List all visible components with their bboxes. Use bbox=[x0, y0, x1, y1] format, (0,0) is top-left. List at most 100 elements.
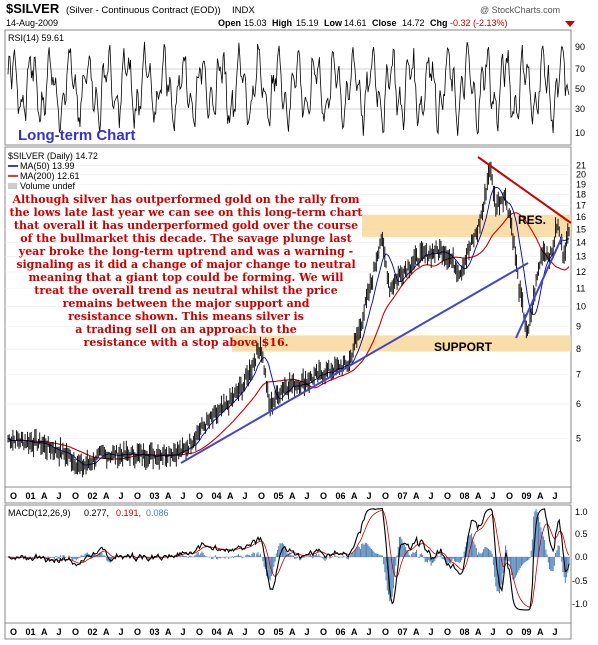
x-axis-label: A bbox=[165, 627, 172, 637]
x-axis-label: J bbox=[243, 627, 248, 637]
macd-tick: 0.5 bbox=[575, 529, 588, 539]
header-date: 14-Aug-2009 bbox=[6, 18, 58, 28]
x-axis-label: A bbox=[165, 491, 172, 501]
macd-tick: 0.0 bbox=[575, 552, 588, 562]
legend-volume: Volume undef bbox=[20, 181, 76, 191]
x-axis-label: O bbox=[382, 627, 389, 637]
price-tick-label: 14 bbox=[576, 238, 586, 248]
x-axis-labels-bottom: O 01 A J O 02 A J O 03 A J O 04 A J O 05 A J O 06 A J O 07 A J O 08 A J… bbox=[10, 627, 558, 637]
downtrend-resistance-line bbox=[477, 156, 572, 224]
header-exchange: INDX bbox=[232, 5, 255, 16]
price-tick-label: 11 bbox=[576, 283, 585, 293]
x-axis-label: J bbox=[429, 627, 434, 637]
x-axis-label: O bbox=[72, 627, 79, 637]
chg-label: Chg bbox=[430, 18, 448, 28]
x-axis-label: J bbox=[553, 491, 558, 501]
legend-ma200: MA(200) 12.61 bbox=[20, 171, 80, 181]
price-tick-label: 10 bbox=[576, 302, 586, 312]
x-axis-label: A bbox=[475, 627, 482, 637]
price-tick-label: 7 bbox=[576, 370, 581, 380]
price-tick-label: 18 bbox=[576, 190, 586, 200]
rsi-tick-50: 50 bbox=[575, 84, 585, 94]
x-axis-label: A bbox=[289, 491, 296, 501]
main-legend: $SILVER (Daily) 14.72 MA(50) 13.99 MA(20… bbox=[8, 151, 98, 191]
x-axis-label: O bbox=[10, 627, 17, 637]
x-axis-label: A bbox=[289, 627, 296, 637]
macd-line bbox=[7, 508, 570, 611]
x-axis-label: 08 bbox=[460, 491, 470, 501]
rsi-tick-90: 90 bbox=[575, 42, 585, 52]
resistance-band bbox=[362, 214, 571, 238]
header-description: (Silver - Continuous Contract (EOD)) bbox=[66, 5, 221, 16]
x-axis-label: J bbox=[57, 627, 62, 637]
macd-panel-frame bbox=[4, 504, 572, 624]
commentary-line: resistance with a stop above $16. bbox=[84, 336, 289, 349]
x-axis-label: 02 bbox=[88, 491, 98, 501]
macd-signal-value: 0.191, bbox=[116, 508, 141, 518]
x-axis-label: A bbox=[227, 491, 234, 501]
low-value: 14.61 bbox=[344, 18, 367, 28]
x-axis-label: O bbox=[72, 491, 79, 501]
x-axis-label: A bbox=[41, 491, 48, 501]
commentary-line: that overall it has underperformed gold … bbox=[14, 219, 358, 232]
x-axis-label: O bbox=[134, 627, 141, 637]
x-axis-label: J bbox=[491, 627, 496, 637]
x-axis-label: A bbox=[351, 627, 358, 637]
x-axis-label: J bbox=[119, 491, 124, 501]
x-axis-label: O bbox=[258, 627, 265, 637]
rsi-tick-70: 70 bbox=[575, 64, 585, 74]
x-axis-label: 02 bbox=[88, 627, 98, 637]
price-tick-label: 20 bbox=[576, 170, 586, 180]
macd-tick: -0.5 bbox=[572, 576, 588, 586]
x-axis-label: A bbox=[475, 491, 482, 501]
x-axis-label: 04 bbox=[212, 627, 222, 637]
header-watermark: @ StockCharts.com bbox=[480, 5, 560, 15]
legend-price: $SILVER (Daily) 14.72 bbox=[8, 151, 98, 161]
x-axis-label: A bbox=[103, 627, 110, 637]
x-axis-label: 06 bbox=[336, 627, 346, 637]
commentary-line: year broke the long-term uptrend and was… bbox=[18, 245, 353, 258]
x-axis-label: J bbox=[243, 491, 248, 501]
x-axis-label: 06 bbox=[336, 491, 346, 501]
x-axis-label: 01 bbox=[26, 627, 36, 637]
macd-tick: -1.0 bbox=[572, 599, 588, 609]
x-axis-label: 08 bbox=[460, 627, 470, 637]
macd-ticks: 1.0 0.5 0.0 -0.5 -1.0 bbox=[572, 507, 588, 609]
open-label: Open bbox=[218, 18, 241, 28]
rsi-tick-10: 10 bbox=[575, 128, 585, 138]
price-tick-label: 5 bbox=[576, 434, 581, 444]
price-tick-label: 6 bbox=[576, 399, 581, 409]
x-axis-label: O bbox=[506, 491, 513, 501]
x-axis-label: O bbox=[10, 491, 17, 501]
close-label: Close bbox=[372, 18, 397, 28]
x-axis-label: J bbox=[367, 627, 372, 637]
commentary-line: resistance shown. This means silver is bbox=[68, 310, 304, 323]
price-tick-label: 19 bbox=[576, 179, 586, 189]
x-axis-label: A bbox=[103, 491, 110, 501]
price-tick-label: 13 bbox=[576, 252, 586, 262]
support-band bbox=[232, 335, 571, 352]
x-axis-label: O bbox=[258, 491, 265, 501]
ohlc-readout: Open 15.03 High 15.19 Low 14.61 Close 14… bbox=[218, 18, 508, 28]
rsi-series-line bbox=[7, 41, 570, 136]
x-axis-label: O bbox=[320, 627, 327, 637]
rsi-tick-30: 30 bbox=[575, 104, 585, 114]
x-axis-label: 09 bbox=[522, 491, 532, 501]
open-value: 15.03 bbox=[244, 18, 267, 28]
x-axis-band-bottom bbox=[4, 622, 572, 640]
x-axis-label: 03 bbox=[150, 627, 160, 637]
short-term-uptrend-line bbox=[515, 236, 563, 339]
x-axis-label: J bbox=[553, 627, 558, 637]
x-axis-label: 07 bbox=[398, 491, 408, 501]
x-axis-label: J bbox=[305, 491, 310, 501]
commentary-text: Although silver has outperformed gold on… bbox=[10, 193, 364, 349]
commentary-line: treat the overall trend as neutral whils… bbox=[34, 284, 337, 297]
x-axis-label: O bbox=[444, 627, 451, 637]
x-axis-label: 05 bbox=[274, 627, 284, 637]
x-axis-label: J bbox=[181, 491, 186, 501]
x-axis-label: A bbox=[413, 627, 420, 637]
x-axis-label: O bbox=[320, 491, 327, 501]
overlay-title: Long-term Chart bbox=[18, 127, 136, 144]
